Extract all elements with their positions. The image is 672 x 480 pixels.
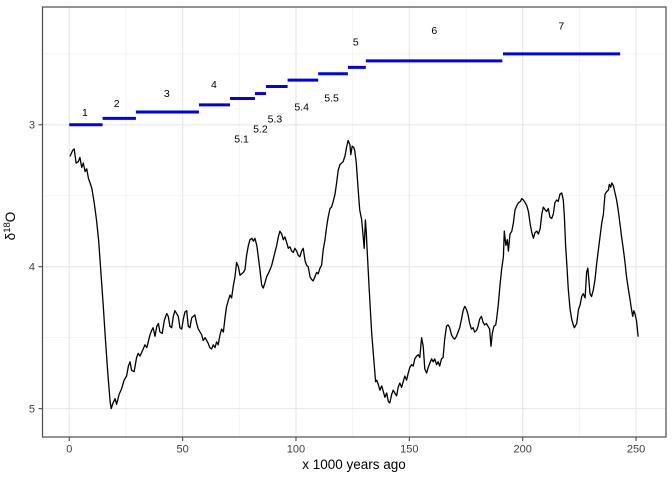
y-axis-title-superscript-18: 18 <box>2 222 13 233</box>
x-tick-label: 100 <box>287 444 305 456</box>
plot-panel <box>42 7 666 437</box>
mis-label-6: 6 <box>431 25 437 37</box>
mis-label-5: 5 <box>353 36 359 48</box>
mis-label-5.1: 5.1 <box>234 133 249 145</box>
y-axis: 3 4 5 <box>29 120 43 415</box>
x-tick-label: 150 <box>400 444 418 456</box>
x-axis-title: x 1000 years ago <box>302 457 406 472</box>
mis-label-5.5: 5.5 <box>324 92 339 104</box>
y-axis-title: δ18O <box>2 212 18 241</box>
x-tick-label: 50 <box>176 444 188 456</box>
mis-label-3: 3 <box>164 88 170 100</box>
x-axis: 0 50 100 150 200 250 <box>66 437 645 456</box>
y-tick-label: 5 <box>29 403 35 415</box>
mis-label-1: 1 <box>82 107 88 119</box>
isotope-curve <box>69 139 639 410</box>
panel-border <box>41 6 667 438</box>
x-tick-label: 0 <box>66 444 72 456</box>
mis-label-4: 4 <box>211 79 217 91</box>
y-axis-title-O: O <box>3 212 18 223</box>
mis-segments: 1 2 3 4 5.1 5.25.3 5.4 5.5 5 6 7 <box>69 21 621 145</box>
x-tick-label: 250 <box>627 444 645 456</box>
mis-label-5.4: 5.4 <box>294 102 309 114</box>
x-tick-label: 200 <box>514 444 532 456</box>
y-tick-label: 4 <box>29 262 35 274</box>
mis-label-5.3: 5.3 <box>268 114 283 126</box>
y-axis-title-delta: δ <box>3 233 18 241</box>
gridlines-minor <box>42 7 666 437</box>
y-tick-label: 3 <box>29 120 35 132</box>
mis-label-7: 7 <box>558 21 564 33</box>
mis-label-2: 2 <box>114 98 120 110</box>
mis-label-5.2: 5.2 <box>253 124 268 136</box>
